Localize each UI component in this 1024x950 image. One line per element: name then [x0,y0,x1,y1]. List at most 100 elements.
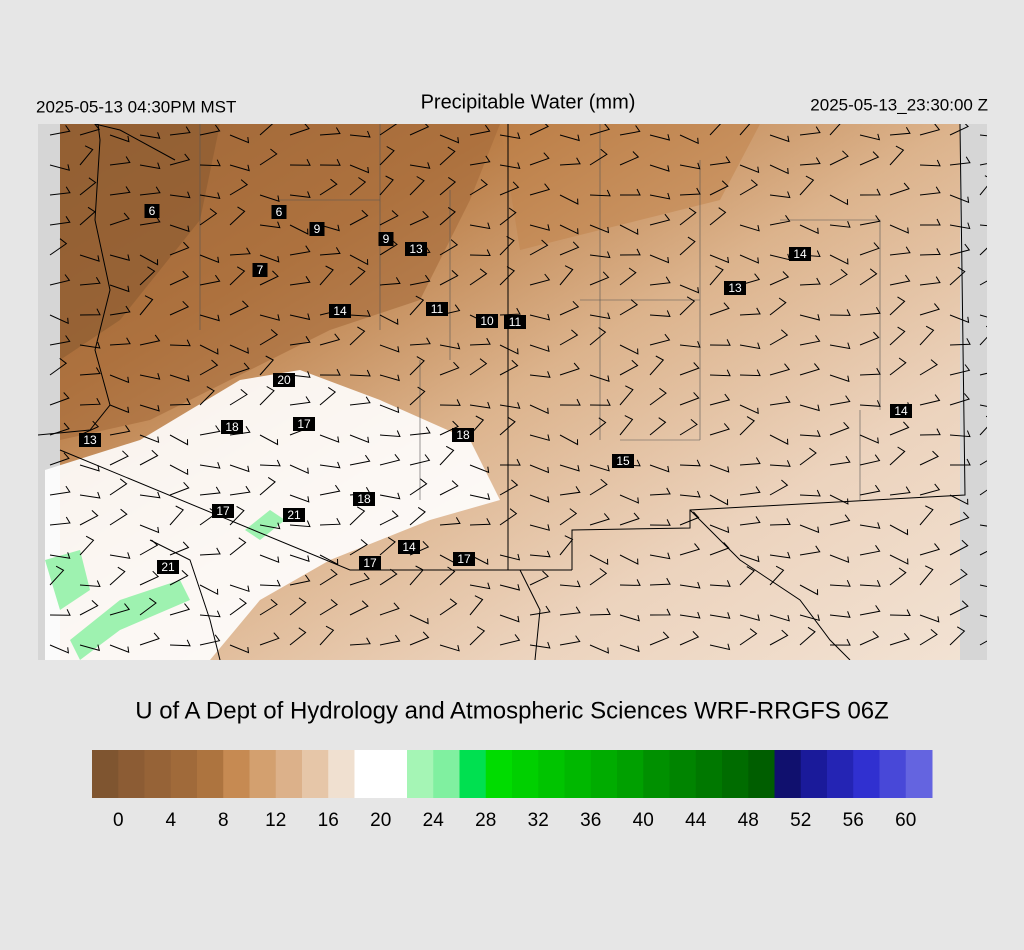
wind-barb [109,644,130,653]
wind-barb [439,517,461,526]
wind-barb [739,566,755,586]
wind-barb [529,524,550,531]
wind-barb [409,295,425,316]
wind-barb [409,478,428,496]
wind-barb [469,493,491,500]
wind-barb [859,580,881,587]
wind-barb [769,191,791,199]
wind-barb [409,631,430,646]
county-lines [199,124,881,500]
wind-barb [559,535,574,556]
wind-barb [229,266,246,286]
wind-barb [469,415,485,436]
wind-barb [739,224,760,232]
wind-barb [439,480,459,496]
wind-barb [289,574,311,586]
wind-barb [919,325,935,346]
wind-barb [859,133,881,141]
wind-barb [919,614,940,623]
wind-barb [649,487,671,496]
wind-barb [319,484,341,496]
wind-barb [49,392,70,406]
wind-barb [829,269,848,286]
colorbar-swatch [643,750,670,798]
wind-barb [439,134,460,144]
wind-barb [109,305,131,316]
wind-barb [709,542,730,556]
wind-barb [919,483,941,496]
wind-barb [709,612,731,619]
wind-barb [829,638,851,646]
wind-barb [229,597,247,616]
wind-barb [559,606,581,616]
wind-barb [769,614,790,622]
wind-barb [199,634,221,646]
wind-barb [589,251,611,259]
wind-barb [799,524,820,534]
station-value: 11 [509,315,522,329]
wind-barb [799,157,821,166]
wind-barb [649,333,671,346]
wind-barb [919,565,934,586]
wind-barb [589,644,609,654]
wind-barb [889,127,911,136]
wind-barb [499,614,520,623]
wind-barb [439,566,456,586]
colorbar-swatch [853,750,880,798]
wind-barb [589,124,611,136]
wind-barb [859,605,881,616]
wind-barb [229,362,250,376]
valid-time-local: 2025-05-13 04:30PM MST [36,97,236,116]
wind-barb [919,428,941,436]
station-box [890,404,912,418]
station-value: 17 [297,417,311,431]
wind-barb [349,254,369,266]
wind-barb [319,333,341,346]
station-value: 21 [287,508,301,522]
wind-barb [169,603,191,616]
wind-barb [559,194,579,205]
wind-barb [319,386,337,406]
wind-barb [739,124,751,136]
wind-barb [319,368,341,376]
wind-barb [559,635,581,646]
wind-barb [859,434,879,444]
wind-barb [439,644,460,652]
wind-barb [259,599,278,616]
wind-barb [409,124,430,136]
wind-barb [289,464,309,475]
wind-barb [409,337,431,346]
wind-barb [739,307,761,316]
wind-barb [469,518,491,526]
wind-barb [259,632,280,646]
wind-barb [889,554,909,565]
wind-barb [499,344,519,355]
wind-barb [199,274,221,286]
station-box [293,417,315,431]
colorbar-tick-label: 8 [218,810,229,831]
station-value: 14 [333,304,347,318]
wind-barb [109,552,131,559]
wind-barb [529,404,549,415]
wind-barb [139,632,160,646]
wind-barb [319,224,340,232]
wind-barb [49,516,71,526]
wind-barb [679,490,701,498]
wind-barb [259,434,279,446]
wind-barb [49,216,71,226]
wind-barb [859,242,880,256]
wind-barb [79,491,101,499]
wind-barb [469,268,488,286]
wind-barb [229,389,248,406]
wind-barb [499,359,519,376]
wind-barb [619,415,634,436]
wind-barb [649,552,671,560]
wind-barb [289,396,311,406]
wind-barb [289,371,311,378]
wind-barb [949,124,969,136]
wind-barb [289,520,311,528]
wind-barb [439,239,459,256]
wind-barb [919,505,934,526]
wind-barb [649,213,671,226]
wind-barb [799,447,817,466]
